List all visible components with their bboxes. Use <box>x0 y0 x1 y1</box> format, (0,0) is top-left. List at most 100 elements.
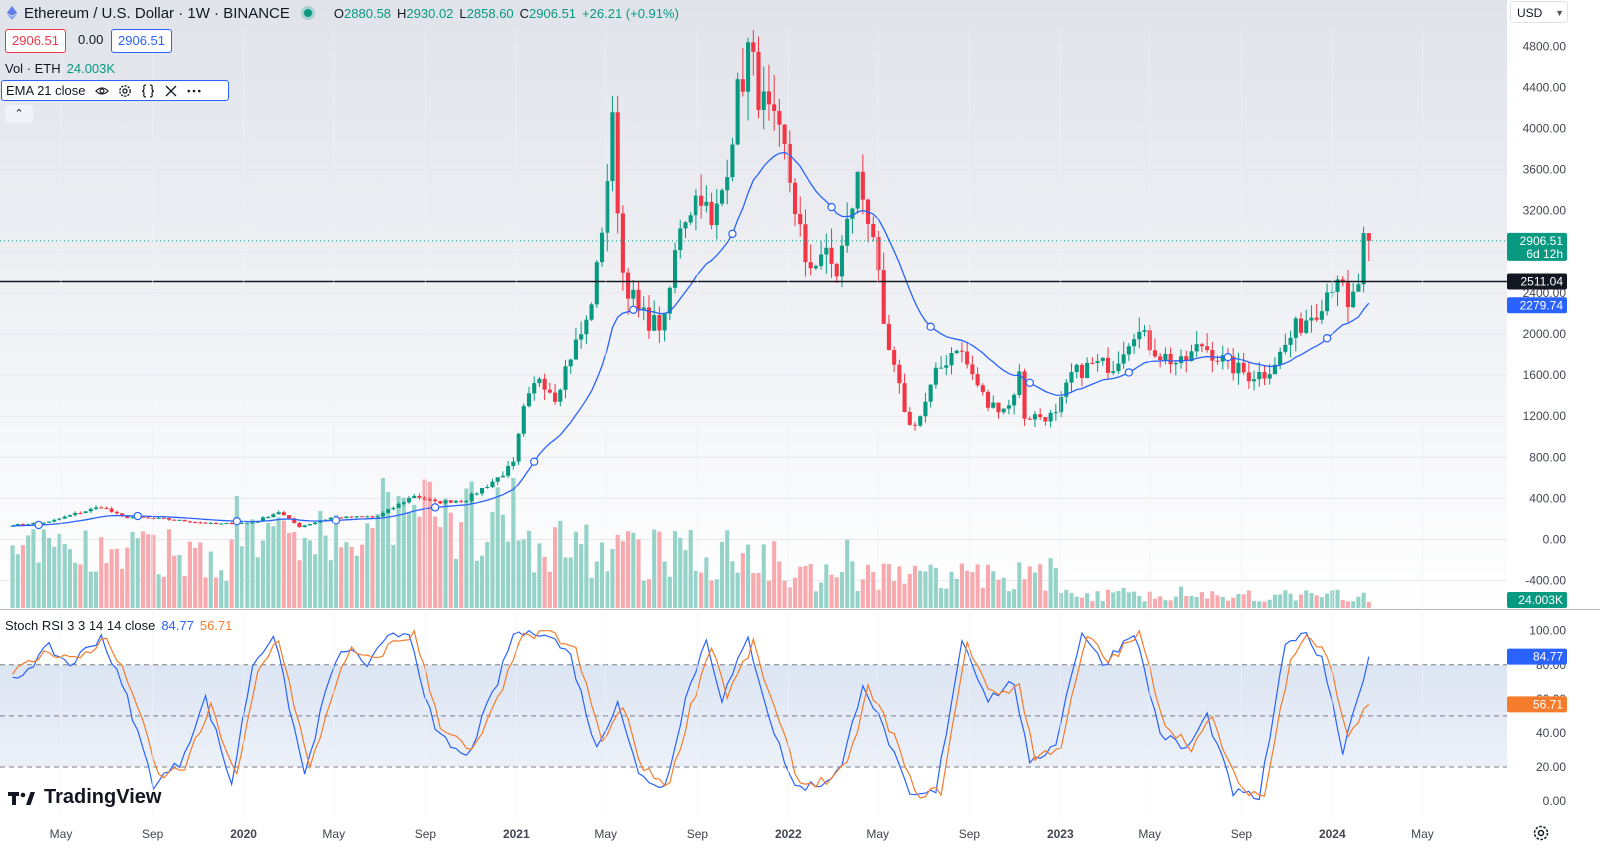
volume-bar <box>636 539 641 608</box>
sell-price-button[interactable]: 2906.51 <box>5 29 66 53</box>
time-tick-label: 2021 <box>503 827 530 841</box>
volume-bar <box>443 498 448 608</box>
volume-bar <box>965 570 970 608</box>
candle-body <box>756 51 761 110</box>
source-code-icon[interactable] <box>141 83 155 98</box>
candle-body <box>386 509 391 513</box>
volume-bar <box>130 532 135 608</box>
volume-bar <box>479 555 485 608</box>
candle-body <box>688 215 693 223</box>
candle-body <box>876 237 881 271</box>
volume-bar <box>1038 564 1043 608</box>
candle-body <box>949 352 954 366</box>
volume-bar <box>1231 597 1236 608</box>
volume-bar <box>360 544 365 608</box>
candle-body <box>443 500 448 504</box>
currency-selector[interactable]: USD ▼ <box>1510 1 1568 23</box>
volume-bar <box>52 546 57 608</box>
candle-body <box>1158 356 1163 361</box>
volume-bar <box>391 544 396 608</box>
volume-bar <box>500 514 505 608</box>
volume-bar <box>672 531 678 608</box>
volume-legend-label: Vol · ETH <box>5 61 61 76</box>
candle-body <box>766 91 771 105</box>
remove-icon[interactable] <box>164 84 178 98</box>
volume-bar <box>78 564 83 608</box>
volume-bar <box>302 537 307 608</box>
volume-bar <box>892 581 897 608</box>
more-options-icon[interactable] <box>186 84 201 98</box>
candle-body <box>610 112 615 182</box>
time-tick-label: 2023 <box>1047 827 1074 841</box>
settings-gear-icon[interactable] <box>118 84 132 98</box>
last-price-label-text: 2906.51 <box>1520 234 1564 248</box>
volume-bar <box>453 558 459 608</box>
stoch-d-line[interactable] <box>12 629 1370 799</box>
volume-bar <box>1361 592 1366 608</box>
volume-bar <box>1059 593 1064 608</box>
eye-icon[interactable] <box>94 84 109 98</box>
candle-body <box>636 289 641 311</box>
tradingview-logo[interactable]: TradingView <box>8 786 161 809</box>
open-value: 2880.58 <box>344 5 392 21</box>
candle-body <box>286 515 292 519</box>
chart-settings-gear-icon[interactable] <box>1532 824 1550 842</box>
volume-bar <box>412 504 417 608</box>
volume-bar <box>573 531 578 608</box>
candle-body <box>182 519 187 522</box>
volume-bar <box>208 551 213 608</box>
symbol-title[interactable]: Ethereum / U.S. Dollar · 1W · BINANCE <box>24 4 290 22</box>
volume-bar <box>579 544 584 608</box>
volume-bar <box>260 540 265 608</box>
candle-body <box>375 516 380 518</box>
volume-bar <box>1048 558 1053 608</box>
volume-bar <box>1017 562 1022 608</box>
candle-body <box>939 367 944 369</box>
ema-value-label: 2279.74 <box>1507 297 1567 314</box>
last-price-label-box <box>1507 232 1567 261</box>
volume-legend[interactable]: Vol · ETH 24.003K <box>5 61 115 76</box>
candle-body <box>1366 233 1371 241</box>
volume-bar <box>678 537 683 608</box>
volume-bar <box>667 576 672 608</box>
candle-body <box>1293 318 1298 338</box>
candle-body <box>213 522 219 524</box>
candle-body <box>813 266 818 269</box>
candle-body <box>526 393 532 407</box>
candle-body <box>417 495 422 498</box>
candle-body <box>474 493 479 495</box>
volume-bar <box>1309 592 1314 608</box>
volume-bar <box>699 572 704 608</box>
candle-body <box>500 475 505 478</box>
stoch-rsi-legend[interactable]: Stoch RSI 3 3 14 14 close 84.77 56.71 <box>5 618 232 633</box>
collapse-legend-button[interactable]: ⌃ <box>5 105 33 123</box>
candle-body <box>167 518 172 520</box>
volume-bar <box>26 535 31 608</box>
candle-body <box>349 516 354 518</box>
market-status-icon[interactable] <box>303 9 312 17</box>
volume-bar <box>959 563 964 608</box>
stoch-k-line[interactable] <box>12 629 1370 801</box>
volume-bar <box>1142 601 1147 608</box>
candle-body <box>892 350 897 365</box>
stoch-d-value: 56.71 <box>199 618 233 633</box>
volume-bar <box>93 571 99 608</box>
ema-legend[interactable]: EMA 21 close <box>1 80 229 101</box>
buy-price-button[interactable]: 2906.51 <box>111 29 172 53</box>
candle-body <box>1236 362 1241 374</box>
volume-bar <box>704 557 709 608</box>
candle-body <box>1152 350 1158 357</box>
time-tick-label: May <box>594 827 617 841</box>
volume-bar <box>709 580 714 608</box>
candle-body <box>1272 364 1277 375</box>
ema-marker <box>926 322 935 331</box>
candle-body <box>161 517 166 519</box>
volume-bar <box>135 538 140 608</box>
volume-bar <box>213 577 219 608</box>
candle-body <box>448 500 453 503</box>
candle-body <box>302 525 307 528</box>
volume-bar <box>276 517 281 608</box>
candle-body <box>1132 339 1137 347</box>
candle-body <box>1309 317 1314 321</box>
